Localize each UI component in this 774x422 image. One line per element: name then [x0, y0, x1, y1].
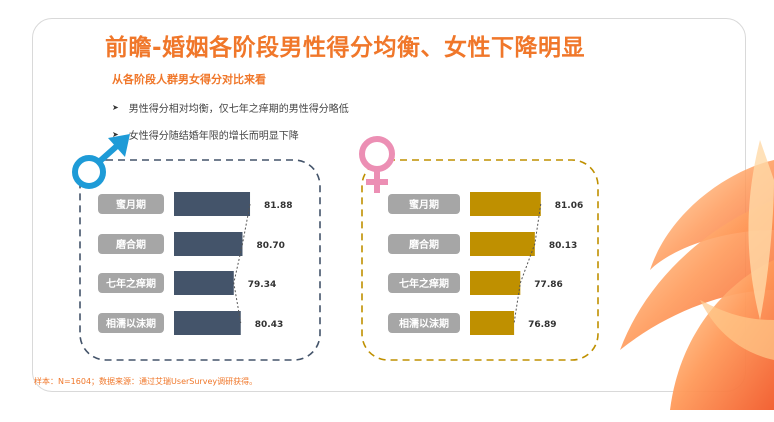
bar [174, 192, 251, 216]
category-label: 磨合期 [408, 238, 439, 251]
value-label: 81.88 [264, 201, 292, 211]
bullet-item: ➤ 女性得分随结婚年限的增长而明显下降 [112, 127, 299, 142]
category-label-bg [98, 234, 164, 254]
bar [470, 311, 515, 335]
value-label: 77.86 [534, 280, 562, 290]
trend-line [233, 203, 251, 324]
bar [174, 271, 234, 295]
female-symbol-icon [359, 136, 395, 193]
bar [470, 271, 521, 295]
bar [470, 232, 535, 256]
category-label: 磨合期 [115, 238, 146, 251]
female-chart-border [361, 159, 599, 361]
bar [174, 311, 241, 335]
value-label: 80.13 [549, 241, 577, 251]
category-label-bg [98, 194, 164, 214]
female-bar-chart: 蜜月期 81.06 磨合期 80.13 七年之痒期 77.86 相濡以沫期 76.89 [388, 192, 583, 335]
bullet-text: 女性得分随结婚年限的增长而明显下降 [128, 131, 299, 142]
category-label: 蜜月期 [116, 198, 146, 211]
slide-title: 前瞻-婚姻各阶段男性得分均衡、女性下降明显 [105, 35, 586, 61]
category-label-bg [98, 313, 164, 333]
bullet-item: ➤ 男性得分相对均衡，仅七年之痒期的男性得分略低 [112, 100, 349, 115]
bullet-text: 男性得分相对均衡，仅七年之痒期的男性得分略低 [128, 104, 349, 115]
category-label-bg [388, 194, 460, 214]
bullet-arrow-icon: ➤ [112, 103, 119, 112]
bar [174, 232, 243, 256]
male-chart-border [79, 159, 321, 361]
bar [470, 192, 541, 216]
value-label: 81.06 [555, 201, 583, 211]
value-label: 80.70 [256, 241, 284, 251]
category-label-bg [388, 273, 460, 293]
bullet-arrow-icon: ➤ [112, 130, 119, 139]
category-label: 蜜月期 [409, 198, 439, 211]
source-note: 样本：N=1604；数据来源：通过艾瑞UserSurvey调研获得。 [34, 377, 258, 386]
category-label: 七年之痒期 [399, 277, 449, 290]
value-label: 79.34 [248, 280, 276, 290]
flower-decoration [620, 140, 774, 410]
slide-subtitle: 从各阶段人群男女得分对比来看 [112, 73, 266, 86]
value-label: 80.43 [255, 320, 283, 330]
category-label: 相濡以沫期 [106, 317, 156, 330]
category-label: 相濡以沫期 [399, 317, 449, 330]
category-label-bg [388, 313, 460, 333]
category-label-bg [98, 273, 164, 293]
category-label: 七年之痒期 [106, 277, 156, 290]
trend-line [513, 203, 542, 324]
male-symbol-icon [72, 134, 130, 189]
value-label: 76.89 [528, 320, 556, 330]
category-label-bg [388, 234, 460, 254]
male-bar-chart: 蜜月期 81.88 磨合期 80.70 七年之痒期 79.34 相濡以沫期 80.43 [98, 192, 293, 335]
